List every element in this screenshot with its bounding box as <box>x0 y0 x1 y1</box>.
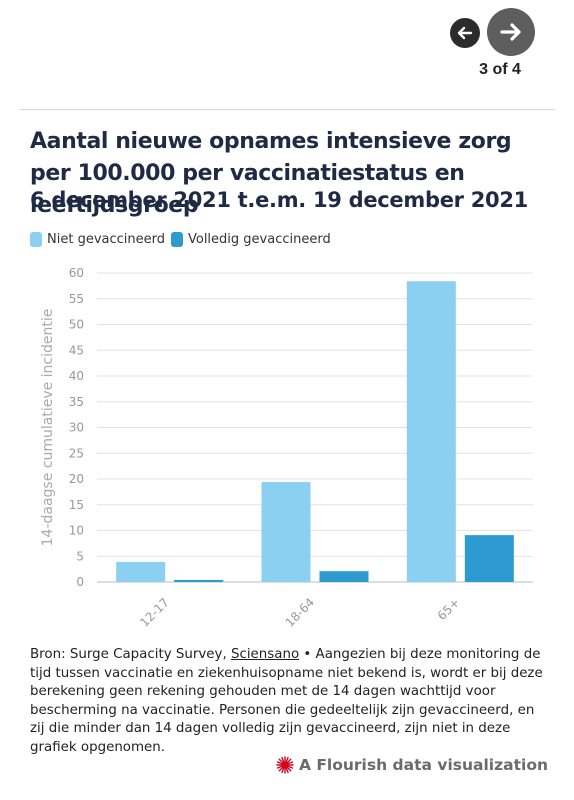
bar-volledig-65+ <box>464 535 514 582</box>
legend-swatch <box>30 232 42 247</box>
y-tick-label: 55 <box>69 292 84 306</box>
y-axis-title: 14-daagse cumulatieve incidentie <box>40 309 56 547</box>
flourish-logo-icon <box>276 756 294 774</box>
x-tick-label: 12-17 <box>137 595 172 630</box>
bar-niet-12-17 <box>116 561 166 582</box>
y-tick-label: 5 <box>76 549 84 563</box>
y-tick-label: 10 <box>69 524 84 538</box>
y-tick-label: 50 <box>69 318 84 332</box>
flourish-credit-label: A Flourish data visualization <box>298 756 548 774</box>
legend-swatch <box>170 232 183 247</box>
y-tick-label: 25 <box>69 446 84 460</box>
x-tick-label: 18-64 <box>283 595 318 630</box>
x-tick-label: 65+ <box>435 595 463 623</box>
arrow-right-icon <box>500 23 521 41</box>
y-tick-label: 20 <box>69 472 84 486</box>
legend-label: Volledig gevaccineerd <box>187 232 331 247</box>
source-note: Bron: Surge Capacity Survey, Sciensano •… <box>30 646 550 757</box>
source-prefix: Bron: Surge Capacity Survey, <box>30 647 231 662</box>
y-tick-label: 35 <box>69 395 84 409</box>
y-tick-label: 40 <box>69 369 84 383</box>
next-button[interactable] <box>487 8 535 56</box>
y-tick-label: 0 <box>76 575 84 589</box>
bar-volledig-18-64 <box>319 571 369 582</box>
bar-volledig-12-17 <box>174 579 224 582</box>
chart-title: Aantal nieuwe opnames intensieve zorg pe… <box>30 129 512 218</box>
arrow-left-icon <box>457 26 473 40</box>
source-link[interactable]: Sciensano <box>230 647 300 662</box>
bar-niet-65+ <box>406 281 456 582</box>
legend-label: Niet gevaccineerd <box>47 232 165 247</box>
bar-chart: 0 5 10 15 20 25 30 35 40 45 50 55 60 14-daagse cumula… <box>40 266 533 630</box>
y-tick-label: 60 <box>69 266 84 280</box>
y-tick-label: 15 <box>69 498 84 512</box>
legend-item-volledig-gevaccineerd[interactable]: Volledig gevaccineerd <box>170 232 331 247</box>
y-tick-label: 30 <box>69 421 84 435</box>
slide-navigation: 3 of 4 <box>450 8 540 82</box>
slide-counter: 3 of 4 <box>479 61 521 78</box>
legend: Niet gevaccineerd Volledig gevaccineerd <box>30 232 337 247</box>
flourish-credit[interactable]: A Flourish data visualization <box>276 756 548 774</box>
bar-niet-18-64 <box>261 482 311 582</box>
chart-subtitle: 6 december 2021 t.e.m. 19 december 2021 <box>30 188 528 212</box>
y-tick-label: 45 <box>69 343 84 357</box>
previous-button[interactable] <box>450 18 480 48</box>
source-text: • Aangezien bij deze monitoring de tijd … <box>30 647 543 755</box>
legend-item-niet-gevaccineerd[interactable]: Niet gevaccineerd <box>30 232 165 247</box>
divider <box>19 109 555 110</box>
